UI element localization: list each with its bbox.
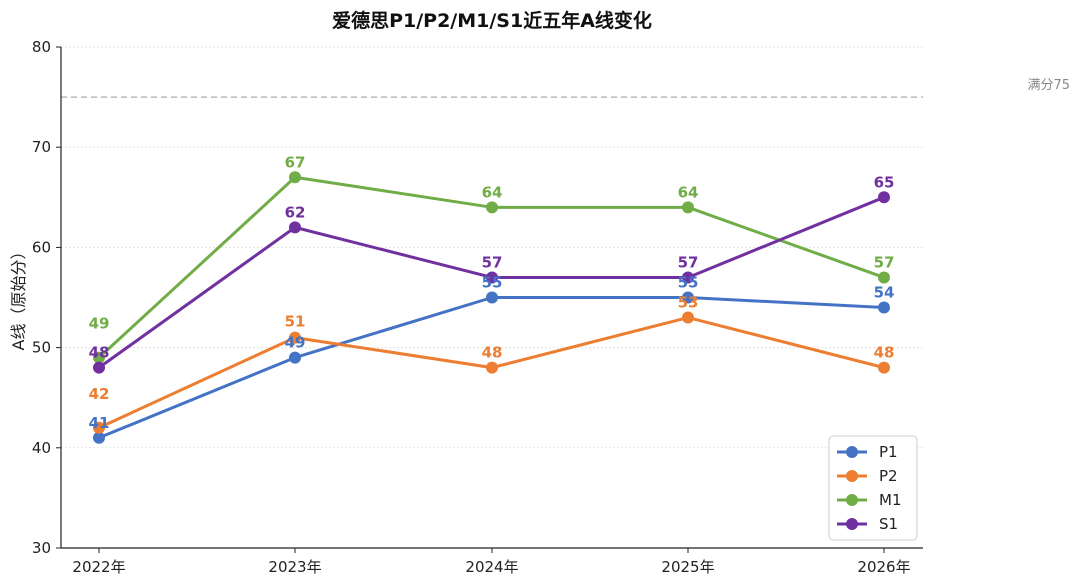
data-label-m1: 64	[482, 183, 503, 201]
legend: P1 P2 M1 S1	[828, 435, 918, 541]
legend-label-m1: M1	[879, 491, 902, 509]
chart-title: 爱德思P1/P2/M1/S1近五年A线变化	[332, 9, 652, 32]
legend-label-s1: S1	[879, 515, 898, 533]
data-point-m1	[289, 171, 301, 184]
reference-line-label: 满分75	[1027, 78, 1070, 93]
legend-marker-p2	[846, 470, 858, 482]
data-point-m1	[682, 201, 694, 214]
y-tick-label: 60	[32, 238, 51, 256]
data-label-p2: 48	[482, 344, 503, 362]
data-point-p1	[289, 351, 301, 364]
axes: 30 40 50 60 70 80 2022年 2023年 2024年 2025年 2026年	[32, 38, 923, 576]
legend-marker-m1	[846, 494, 858, 506]
data-label-s1: 62	[285, 203, 306, 221]
reference-line-group: 满分75	[61, 78, 1070, 98]
legend-label-p2: P2	[879, 467, 898, 485]
x-tick-label: 2024年	[465, 558, 518, 576]
data-label-p1: 54	[874, 284, 895, 302]
y-axis-label: A线（原始分）	[9, 244, 28, 351]
data-point-s1	[93, 361, 105, 374]
data-point-p1	[682, 291, 694, 304]
data-label-m1: 57	[874, 253, 895, 271]
series-group	[93, 171, 890, 444]
data-label-s1: 65	[874, 173, 895, 191]
data-label-p2: 42	[89, 385, 110, 403]
data-point-p2	[289, 331, 301, 344]
data-point-p1	[486, 291, 498, 304]
legend-marker-s1	[846, 518, 858, 530]
data-labels: 41 49 55 55 54 42 51 48 53 48 49 67 64 64 57 48 62 57 57 65	[89, 153, 895, 432]
x-tick-label: 2026年	[857, 558, 910, 576]
y-tick-label: 50	[32, 339, 51, 357]
y-tick-label: 30	[32, 539, 51, 557]
data-point-p2	[486, 361, 498, 374]
data-label-p1: 41	[89, 414, 110, 432]
data-point-m1	[486, 201, 498, 214]
grid	[61, 46, 923, 449]
legend-marker-p1	[846, 446, 858, 458]
data-point-p2	[682, 311, 694, 324]
data-label-m1: 49	[89, 315, 110, 333]
data-label-p2: 51	[285, 313, 306, 331]
data-point-p1	[878, 301, 890, 314]
data-label-p1: 49	[285, 334, 306, 352]
y-tick-label: 80	[32, 38, 51, 56]
data-point-p2	[93, 421, 105, 434]
y-tick-label: 40	[32, 439, 51, 457]
data-label-m1: 67	[285, 153, 306, 171]
data-label-s1: 57	[678, 253, 699, 271]
x-tick-label: 2025年	[661, 558, 714, 576]
data-point-s1	[486, 271, 498, 284]
data-label-p2: 48	[874, 344, 895, 362]
data-label-p1: 55	[678, 274, 699, 292]
data-point-s1	[682, 271, 694, 284]
data-label-s1: 48	[89, 344, 110, 362]
data-label-m1: 64	[678, 183, 699, 201]
data-point-m1	[878, 271, 890, 284]
legend-box	[828, 435, 918, 541]
data-point-p1	[93, 431, 105, 444]
data-label-p2: 53	[678, 294, 699, 312]
x-tick-label: 2022年	[72, 558, 125, 576]
data-label-s1: 57	[482, 253, 503, 271]
y-tick-label: 70	[32, 138, 51, 156]
x-tick-label: 2023年	[268, 558, 321, 576]
data-point-m1	[93, 351, 105, 364]
legend-label-p1: P1	[879, 443, 898, 461]
data-point-s1	[878, 191, 890, 204]
data-point-p2	[878, 361, 890, 374]
data-label-p1: 55	[482, 274, 503, 292]
data-point-s1	[289, 221, 301, 234]
